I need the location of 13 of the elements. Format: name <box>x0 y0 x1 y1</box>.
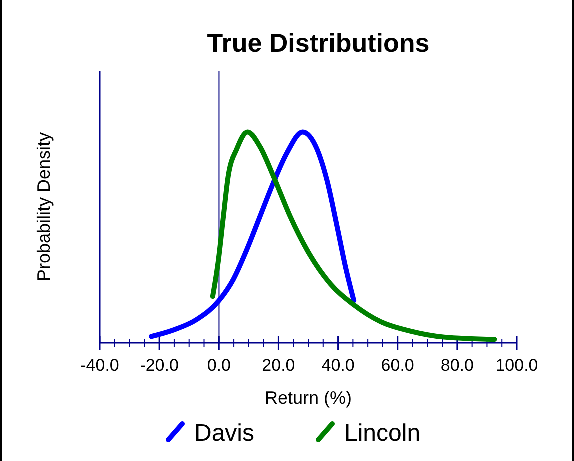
x-tick-label: -40.0 <box>80 356 120 375</box>
legend-label: Lincoln <box>344 420 421 447</box>
x-tick-label: 100.0 <box>496 356 538 375</box>
x-tick-label: 40.0 <box>322 356 355 375</box>
x-tick-label: 20.0 <box>262 356 296 375</box>
x-tick-label: 80.0 <box>440 356 474 375</box>
legend-label: Davis <box>194 420 255 447</box>
chart-title: True Distributions <box>207 28 430 58</box>
x-tick-label: 60.0 <box>381 356 414 375</box>
y-axis-title: Probability Density <box>34 132 54 282</box>
x-tick-label: -20.0 <box>140 356 179 375</box>
x-tick-label: 0.0 <box>207 356 231 375</box>
x-axis-title: Return (%) <box>264 388 352 408</box>
